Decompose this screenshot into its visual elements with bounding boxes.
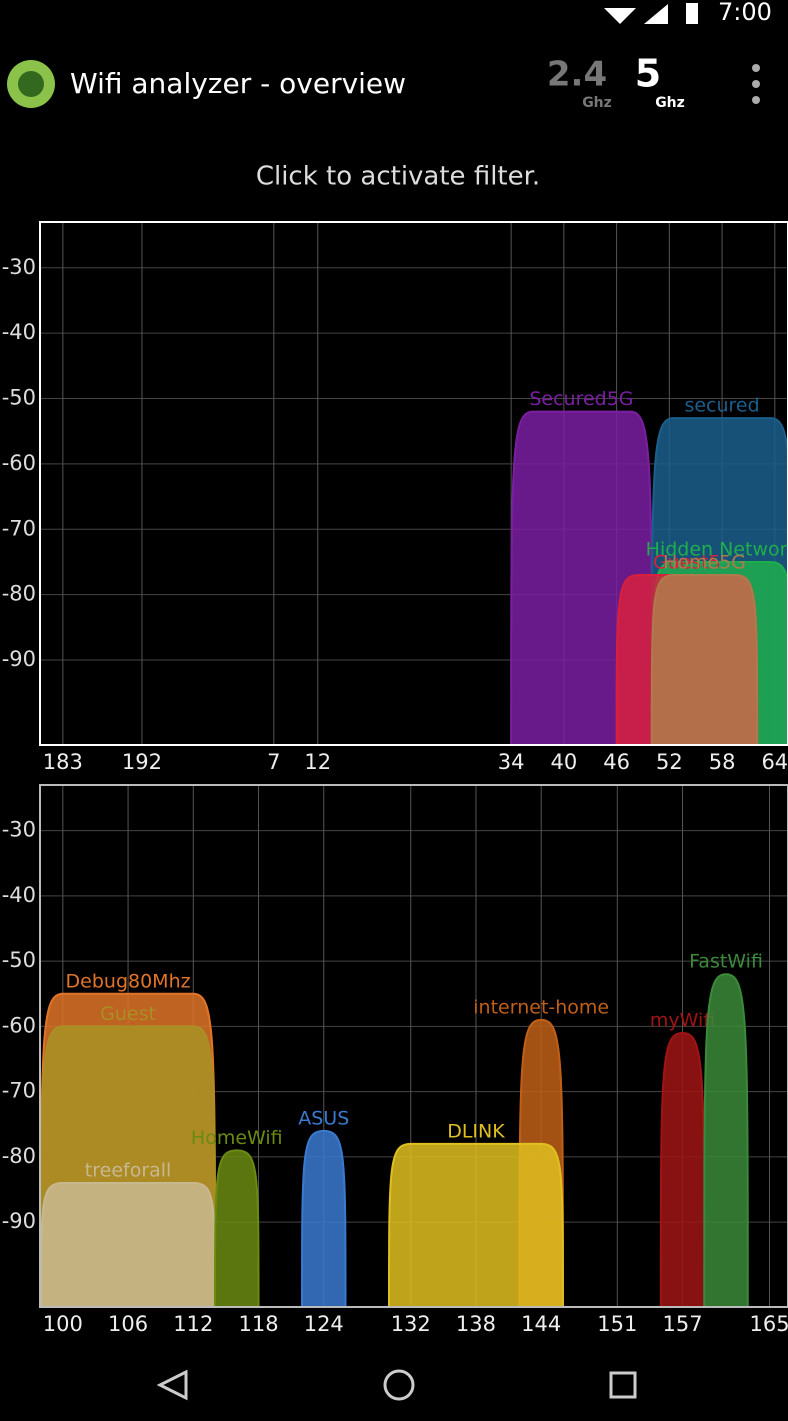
x-tick-label: 151 [597, 1312, 637, 1336]
y-tick-label: -80 [2, 1144, 36, 1168]
network-label: internet-home [473, 996, 609, 1018]
x-tick-label: 144 [521, 1312, 561, 1336]
x-tick-label: 64 [761, 750, 788, 774]
y-tick-label: -70 [2, 1079, 36, 1103]
x-tick-label: 124 [304, 1312, 344, 1336]
app-icon-inner [18, 71, 44, 97]
band-unit: Ghz [582, 95, 612, 111]
y-tick-label: -30 [2, 818, 36, 842]
network-signal [214, 1149, 260, 1308]
menu-dot [752, 64, 760, 72]
network-signal [703, 973, 749, 1308]
x-tick-label: 132 [391, 1312, 431, 1336]
network-label: Secured5G [529, 388, 633, 410]
network-label: Hidden Network [646, 538, 788, 560]
y-tick-label: -40 [2, 883, 36, 907]
network-signal [40, 1182, 217, 1308]
network-signal [650, 574, 759, 746]
y-tick-label: -80 [2, 582, 36, 606]
wifi-icon [604, 8, 636, 24]
x-tick-label: 157 [662, 1312, 702, 1336]
network-label: Debug80Mhz [66, 970, 191, 992]
network-label: Home5G [663, 552, 746, 574]
menu-dot [752, 96, 760, 104]
battery-icon [686, 3, 698, 24]
x-tick-label: 183 [43, 750, 83, 774]
x-tick-label: 46 [603, 750, 630, 774]
band-button[interactable]: 2.4 [547, 55, 607, 95]
overflow-menu[interactable] [752, 64, 760, 104]
clock: 7:00 [718, 0, 772, 26]
x-tick-label: 58 [709, 750, 736, 774]
x-tick-label: 165 [749, 1312, 788, 1336]
network-label: FastWifi [689, 951, 763, 973]
plot-frame [39, 784, 788, 1308]
band-button[interactable]: 5 [635, 52, 661, 96]
network-label: secured [684, 395, 759, 417]
plot-frame [39, 221, 788, 746]
y-tick-label: -60 [2, 451, 36, 475]
filter-hint[interactable]: Click to activate filter. [256, 162, 540, 192]
y-tick-label: -70 [2, 516, 36, 540]
x-tick-label: 40 [550, 750, 577, 774]
y-tick-label: -90 [2, 647, 36, 671]
y-tick-label: -50 [2, 948, 36, 972]
network-label: treeforall [85, 1160, 172, 1182]
y-tick-label: -40 [2, 320, 36, 344]
menu-dot [752, 80, 760, 88]
x-tick-label: 118 [238, 1312, 278, 1336]
y-tick-label: -50 [2, 386, 36, 410]
x-tick-label: 192 [122, 750, 162, 774]
y-tick-label: -90 [2, 1209, 36, 1233]
x-tick-label: 52 [656, 750, 683, 774]
nav-back[interactable] [156, 1369, 188, 1401]
x-tick-label: 138 [456, 1312, 496, 1336]
network-signal [301, 1129, 347, 1308]
nav-home[interactable] [383, 1369, 415, 1401]
network-label: DLINK [447, 1120, 505, 1142]
signal-icon [644, 4, 668, 24]
x-tick-label: 100 [43, 1312, 83, 1336]
network-label: Guest5 [653, 552, 721, 574]
network-signal [387, 1142, 564, 1308]
y-tick-label: -60 [2, 1013, 36, 1037]
network-label: myWifi [650, 1009, 715, 1031]
band-unit: Ghz [655, 95, 685, 111]
x-tick-label: 7 [267, 750, 280, 774]
x-tick-label: 12 [304, 750, 331, 774]
app-title: Wifi analyzer - overview [70, 67, 406, 100]
network-label: Guest [100, 1003, 156, 1025]
network-label: HomeWifi [191, 1127, 283, 1149]
x-tick-label: 112 [173, 1312, 213, 1336]
nav-recents[interactable] [609, 1371, 637, 1399]
y-tick-label: -30 [2, 255, 36, 279]
x-tick-label: 34 [498, 750, 525, 774]
network-label: ASUS [298, 1107, 349, 1129]
x-tick-label: 106 [108, 1312, 148, 1336]
network-signal [659, 1031, 706, 1308]
